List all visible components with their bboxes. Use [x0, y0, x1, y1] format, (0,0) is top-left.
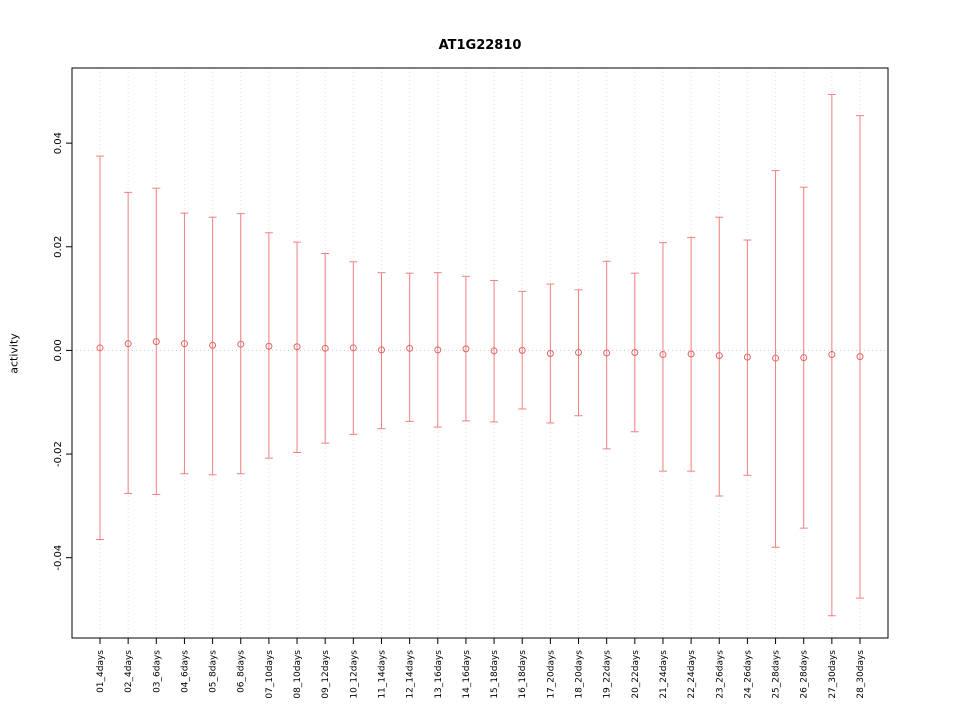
x-tick-label: 10_12days: [349, 650, 359, 699]
data-point: [180, 340, 188, 348]
x-tick-label: 01_4days: [96, 650, 106, 693]
x-tick-label: 15_18days: [490, 650, 500, 699]
x-tick-label: 06_8days: [237, 650, 247, 693]
data-point: [603, 349, 611, 357]
x-tick-label: 17_20days: [546, 650, 556, 699]
data-point: [800, 354, 808, 362]
y-tick-label: -0.02: [53, 441, 64, 467]
x-tick-label: 04_6days: [180, 650, 190, 693]
data-point: [377, 346, 385, 354]
data-point: [237, 340, 245, 348]
x-tick-label: 02_4days: [124, 650, 134, 693]
data-point: [321, 344, 329, 352]
x-tick-label: 19_22days: [603, 650, 613, 699]
data-point: [293, 343, 301, 351]
data-point: [575, 348, 583, 356]
data-point: [96, 344, 104, 352]
x-tick-label: 28_30days: [856, 650, 866, 699]
data-point: [209, 341, 217, 349]
y-tick-label: 0.00: [53, 339, 64, 361]
data-point: [715, 352, 723, 360]
x-tick-label: 09_12days: [321, 650, 331, 699]
data-point: [772, 354, 780, 362]
data-point: [462, 345, 470, 353]
data-point: [631, 348, 639, 356]
data-point: [659, 351, 667, 359]
x-tick-label: 05_8days: [209, 650, 219, 693]
x-tick-label: 21_24days: [659, 650, 669, 699]
chart-title: AT1G22810: [438, 38, 522, 53]
x-tick-label: 11_14days: [377, 650, 387, 699]
x-tick-label: 14_16days: [462, 650, 472, 699]
x-tick-label: 25_28days: [772, 650, 782, 699]
y-tick-label: 0.02: [53, 236, 64, 258]
plot-border: [71, 67, 889, 639]
x-tick-label: 18_20days: [575, 650, 585, 699]
data-point: [349, 344, 357, 352]
x-tick-label: 23_26days: [715, 650, 725, 699]
x-tick-label: 20_22days: [631, 650, 641, 699]
x-tick-label: 13_16days: [434, 650, 444, 699]
x-tick-label: 08_10days: [293, 650, 303, 699]
x-tick-label: 26_28days: [800, 650, 810, 699]
y-tick-label: 0.04: [53, 132, 64, 154]
x-tick-label: 22_24days: [687, 650, 697, 699]
data-point: [152, 338, 160, 346]
data-point: [743, 353, 751, 361]
data-point: [856, 353, 864, 361]
data-point: [546, 350, 554, 358]
data-point: [434, 346, 442, 354]
data-point: [518, 346, 526, 354]
data-point: [490, 347, 498, 355]
data-point: [406, 344, 414, 352]
x-tick-label: 07_10days: [265, 650, 275, 699]
x-tick-label: 16_18days: [518, 650, 528, 699]
y-tick-label: -0.04: [53, 545, 64, 571]
x-tick-label: 27_30days: [828, 650, 838, 699]
x-tick-label: 24_26days: [743, 650, 753, 699]
data-point: [828, 351, 836, 359]
data-point: [687, 350, 695, 358]
x-tick-label: 12_14days: [406, 650, 416, 699]
x-tick-label: 03_6days: [152, 650, 162, 693]
data-point: [124, 340, 132, 348]
data-point: [265, 342, 273, 350]
